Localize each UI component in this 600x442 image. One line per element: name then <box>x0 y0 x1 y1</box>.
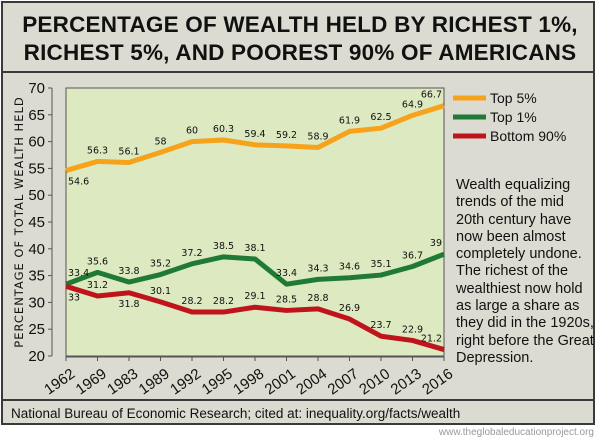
series-line-top-1- <box>65 251 445 287</box>
legend-label: Top 1% <box>490 109 537 125</box>
data-label: 64.9 <box>402 99 423 110</box>
data-label: 36.7 <box>402 250 423 261</box>
x-tick-label: 1995 <box>199 365 236 398</box>
data-label: 62.5 <box>370 112 391 123</box>
data-label: 26.9 <box>339 303 360 314</box>
x-tick-label: 2010 <box>356 365 393 398</box>
title-line-2: RICHEST 5%, AND POOREST 90% OF AMERICANS <box>23 40 577 65</box>
data-label: 58.9 <box>307 131 328 142</box>
data-label: 56.1 <box>118 147 139 158</box>
data-label: 35.6 <box>87 256 108 267</box>
y-tick-label: 70 <box>28 80 45 97</box>
legend-label: Bottom 90% <box>490 128 566 144</box>
x-tick-label: 1998 <box>230 365 267 398</box>
data-label: 61.9 <box>339 115 360 126</box>
data-label: 22.9 <box>402 324 423 335</box>
x-tick-label: 2001 <box>262 365 299 398</box>
data-label: 35.1 <box>370 259 391 270</box>
data-label: 29.1 <box>244 291 265 302</box>
data-label: 33.4 <box>276 268 297 279</box>
y-tick-label: 50 <box>28 187 45 204</box>
data-label: 60.3 <box>213 124 234 135</box>
watermark: www.theglobaleducationproject.org <box>438 427 594 438</box>
data-label: 31.2 <box>87 280 108 291</box>
data-label: 28.8 <box>307 293 328 304</box>
source-footer: National Bureau of Economic Research; ci… <box>11 406 461 421</box>
data-label: 33 <box>68 292 80 303</box>
data-label: 23.7 <box>370 320 391 331</box>
title-line-1: PERCENTAGE OF WEALTH HELD BY RICHEST 1%, <box>22 12 578 37</box>
data-label: 34.6 <box>339 262 360 273</box>
data-label: 34.3 <box>307 263 328 274</box>
x-tick-label: 1989 <box>136 365 173 398</box>
y-tick-label: 65 <box>28 107 45 124</box>
plot-area <box>65 87 445 357</box>
y-tick-label: 25 <box>28 321 45 338</box>
x-tick-label: 2004 <box>293 365 330 398</box>
data-label: 59.2 <box>276 130 297 141</box>
data-label: 33.8 <box>118 266 139 277</box>
data-label: 58 <box>154 136 166 147</box>
data-label: 33.4 <box>68 268 89 279</box>
data-label: 66.7 <box>421 90 442 101</box>
annotation-text: Wealth equalizing trends of the mid 20th… <box>456 177 594 366</box>
data-label: 28.5 <box>276 294 297 305</box>
data-label: 60 <box>186 126 198 137</box>
x-tick-label: 2016 <box>419 365 456 398</box>
data-label: 28.2 <box>181 296 202 307</box>
x-tick-label: 1969 <box>73 365 110 398</box>
legend-label: Top 5% <box>490 90 537 106</box>
data-label: 38.5 <box>213 241 234 252</box>
data-label: 21.2 <box>421 334 442 345</box>
data-label: 39 <box>430 238 442 249</box>
y-tick-label: 30 <box>28 294 45 311</box>
chart-title: PERCENTAGE OF WEALTH HELD BY RICHEST 1%,… <box>3 11 597 67</box>
x-tick-label: 1992 <box>167 365 204 398</box>
y-tick-label: 35 <box>28 268 45 285</box>
data-label: 59.4 <box>244 129 265 140</box>
series-line-bottom-90- <box>65 283 445 352</box>
data-label: 30.1 <box>150 286 171 297</box>
data-label: 54.6 <box>68 177 89 188</box>
y-tick-label: 40 <box>28 241 45 258</box>
x-tick-label: 2007 <box>325 365 362 398</box>
data-label: 28.2 <box>213 296 234 307</box>
y-tick-label: 55 <box>28 160 45 177</box>
y-axis-label: PERCENTAGE OF TOTAL WEALTH HELD <box>12 96 26 347</box>
data-label: 37.2 <box>181 248 202 259</box>
y-tick-label: 45 <box>28 214 45 231</box>
y-tick-label: 20 <box>28 348 45 365</box>
x-tick-label: 1962 <box>41 365 78 398</box>
y-tick-label: 60 <box>28 134 45 151</box>
title-divider <box>3 71 593 73</box>
series-line-top-5- <box>65 103 445 173</box>
data-label: 38.1 <box>244 243 265 254</box>
footer-divider <box>3 399 593 401</box>
data-label: 56.3 <box>87 145 108 156</box>
data-label: 31.8 <box>118 299 139 310</box>
x-tick-label: 1983 <box>104 365 141 398</box>
x-tick-label: 2013 <box>388 365 425 398</box>
data-label: 35.2 <box>150 259 171 270</box>
